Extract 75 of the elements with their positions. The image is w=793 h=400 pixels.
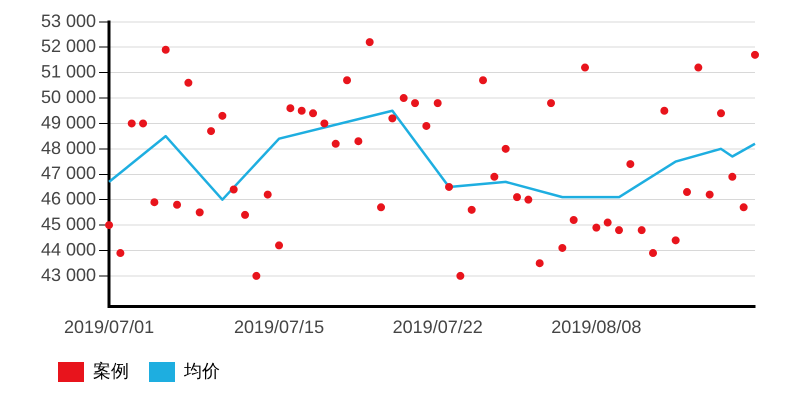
y-tick-label: 51 000: [40, 62, 96, 82]
point: [116, 249, 124, 258]
y-tick-label: 52 000: [40, 36, 96, 56]
point: [513, 193, 522, 202]
point: [207, 127, 216, 136]
point: [717, 109, 726, 118]
point: [139, 119, 148, 128]
y-tick-label: 44 000: [40, 239, 96, 260]
point: [230, 186, 238, 194]
point: [252, 272, 260, 280]
legend-label: 案例: [93, 360, 129, 381]
point: [105, 221, 114, 230]
point: [581, 64, 590, 72]
point: [309, 109, 318, 118]
point: [683, 188, 692, 196]
point: [377, 203, 386, 212]
point: [456, 272, 464, 280]
point: [615, 226, 624, 234]
point: [740, 203, 748, 212]
point: [672, 236, 680, 244]
y-tick-label: 50 000: [40, 87, 96, 107]
point: [570, 216, 578, 224]
y-tick-label: 45 000: [40, 214, 96, 234]
x-tick-label: 2019/08/08: [551, 317, 642, 338]
point: [343, 76, 352, 84]
point: [649, 249, 658, 258]
point: [536, 259, 544, 268]
x-tick-label: 2019/07/15: [234, 317, 324, 338]
point: [558, 244, 566, 252]
point: [400, 94, 408, 102]
point: [694, 64, 702, 72]
point: [626, 160, 634, 168]
point: [502, 144, 510, 153]
point: [128, 119, 136, 128]
point: [298, 106, 306, 115]
point: [320, 119, 328, 128]
y-tick-label: 49 000: [40, 112, 96, 132]
point: [592, 224, 600, 232]
point: [354, 137, 362, 146]
point: [218, 112, 226, 120]
point: [479, 76, 488, 84]
y-tick-label: 46 000: [40, 188, 96, 209]
point: [332, 140, 340, 148]
y-tick-label: 43 000: [40, 264, 96, 285]
point: [706, 190, 714, 199]
point: [366, 38, 374, 46]
y-tick-label: 47 000: [40, 163, 96, 184]
point: [286, 104, 294, 112]
point: [411, 99, 420, 108]
point: [388, 114, 396, 122]
point: [468, 206, 476, 214]
point: [162, 46, 170, 54]
point: [275, 241, 284, 250]
point: [196, 208, 204, 216]
point: [445, 182, 454, 191]
point: [604, 218, 612, 227]
point: [264, 190, 272, 199]
point: [184, 78, 192, 87]
y-tick-label: 53 000: [40, 10, 96, 31]
point: [751, 50, 759, 59]
point: [638, 226, 646, 234]
x-tick-label: 2019/07/22: [392, 317, 483, 338]
x-tick-label: 2019/07/01: [64, 317, 154, 338]
point: [490, 172, 498, 181]
point: [660, 106, 668, 115]
point: [524, 196, 532, 204]
point: [547, 99, 556, 108]
y-tick-label: 48 000: [40, 138, 96, 158]
point: [422, 122, 430, 130]
point: [173, 200, 182, 209]
point: [150, 198, 158, 206]
point: [241, 210, 250, 219]
point: [728, 172, 736, 181]
legend-label: 均价: [183, 360, 220, 381]
point: [434, 99, 442, 108]
